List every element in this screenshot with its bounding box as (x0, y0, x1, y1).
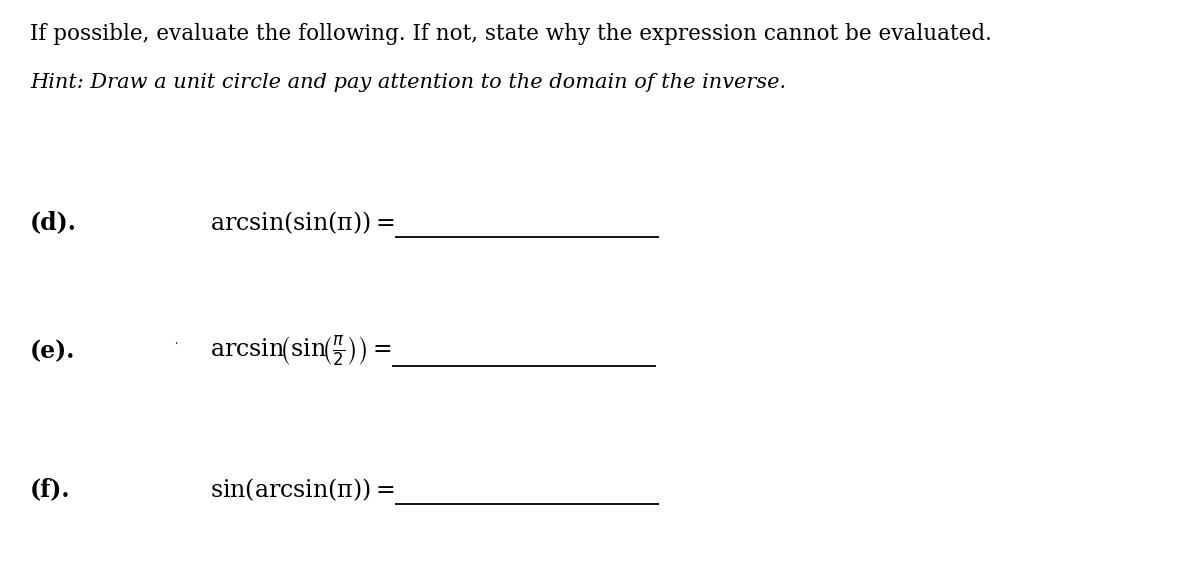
Text: $\mathregular{sin(arcsin(\pi)) =}$: $\mathregular{sin(arcsin(\pi)) =}$ (210, 476, 395, 503)
Text: (e).: (e). (30, 340, 76, 363)
Text: (d).: (d). (30, 211, 77, 234)
Text: $\mathregular{arcsin(sin(\pi)) =}$: $\mathregular{arcsin(sin(\pi)) =}$ (210, 209, 395, 236)
Text: (f).: (f). (30, 478, 71, 501)
Text: ’: ’ (174, 341, 178, 350)
Text: $\mathregular{arcsin}\!\left(\mathregular{sin}\!\left(\frac{\pi}{2}\right)\right: $\mathregular{arcsin}\!\left(\mathregula… (210, 335, 392, 369)
Text: If possible, evaluate the following. If not, state why the expression cannot be : If possible, evaluate the following. If … (30, 23, 992, 46)
Text: Hint: Draw a unit circle and pay attention to the domain of the inverse.: Hint: Draw a unit circle and pay attenti… (30, 73, 786, 92)
